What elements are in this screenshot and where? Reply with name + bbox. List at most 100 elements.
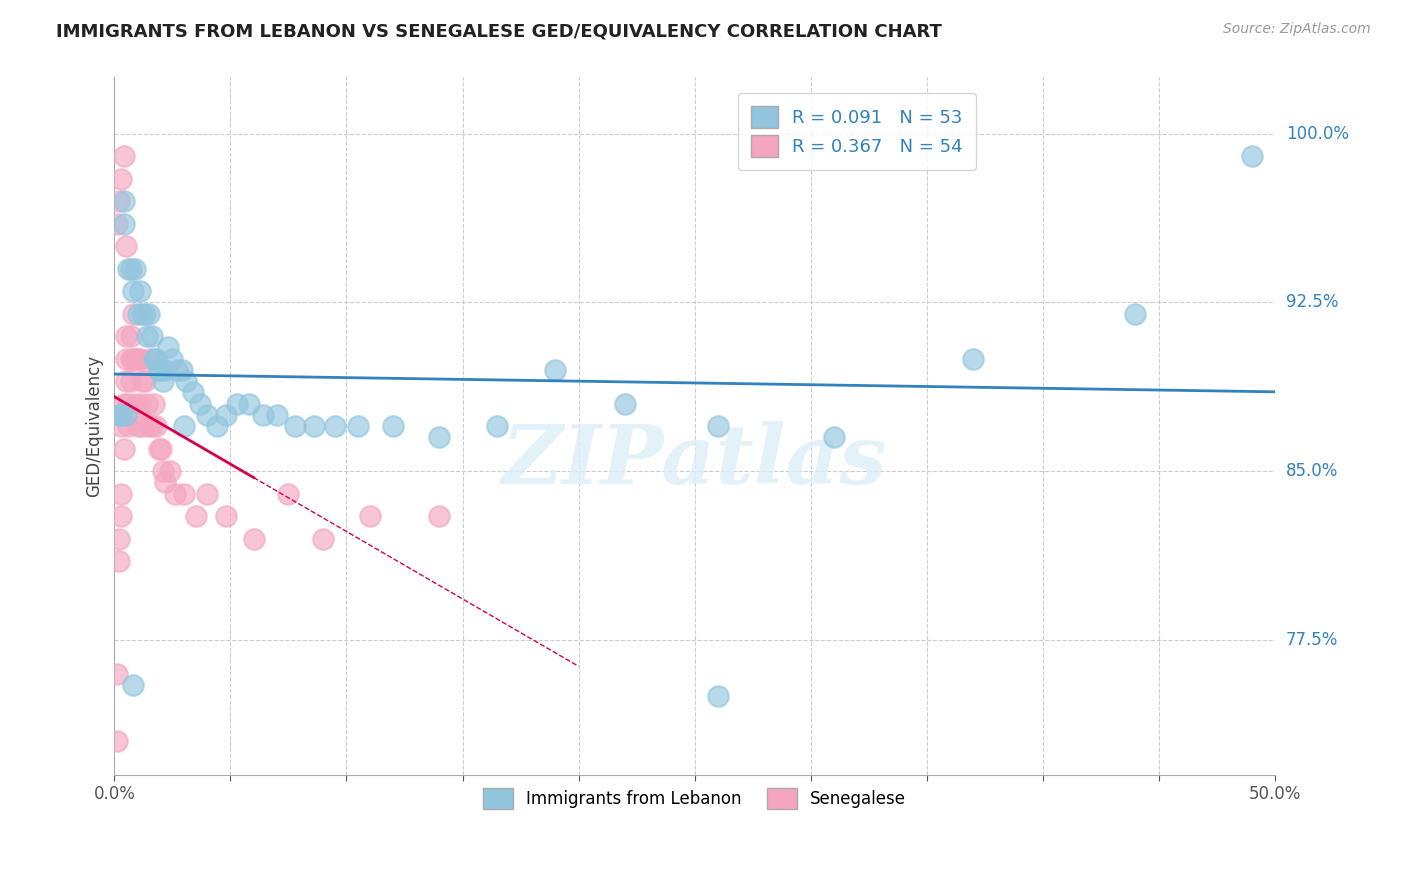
Point <box>122 351 145 366</box>
Y-axis label: GED/Equivalency: GED/Equivalency <box>86 355 103 497</box>
Point <box>242 532 264 546</box>
Point <box>105 734 128 748</box>
Point <box>115 239 138 253</box>
Point <box>110 171 132 186</box>
Point <box>148 442 170 456</box>
Point <box>173 486 195 500</box>
Point <box>238 397 260 411</box>
Text: 85.0%: 85.0% <box>1286 462 1339 480</box>
Point <box>131 374 153 388</box>
Point <box>252 408 274 422</box>
Point <box>152 374 174 388</box>
Point <box>159 464 181 478</box>
Point <box>156 340 179 354</box>
Point <box>359 509 381 524</box>
Point <box>134 307 156 321</box>
Point <box>277 486 299 500</box>
Text: IMMIGRANTS FROM LEBANON VS SENEGALESE GED/EQUIVALENCY CORRELATION CHART: IMMIGRANTS FROM LEBANON VS SENEGALESE GE… <box>56 22 942 40</box>
Point <box>184 509 207 524</box>
Point <box>138 307 160 321</box>
Point <box>120 329 142 343</box>
Point <box>215 509 238 524</box>
Point <box>312 532 335 546</box>
Point <box>170 363 193 377</box>
Text: 100.0%: 100.0% <box>1286 125 1348 143</box>
Point <box>148 363 170 377</box>
Point <box>110 486 132 500</box>
Point <box>122 678 145 692</box>
Point <box>129 397 152 411</box>
Legend: Immigrants from Lebanon, Senegalese: Immigrants from Lebanon, Senegalese <box>477 781 912 815</box>
Point <box>120 351 142 366</box>
Point <box>120 261 142 276</box>
Point <box>108 554 131 568</box>
Text: 77.5%: 77.5% <box>1286 631 1339 648</box>
Point <box>176 374 198 388</box>
Point <box>115 374 138 388</box>
Point <box>284 419 307 434</box>
Point <box>124 261 146 276</box>
Point <box>155 363 177 377</box>
Point <box>117 397 139 411</box>
Point <box>117 419 139 434</box>
Point <box>266 408 288 422</box>
Point <box>131 419 153 434</box>
Point <box>163 486 186 500</box>
Point <box>110 509 132 524</box>
Point <box>162 351 184 366</box>
Point <box>302 419 325 434</box>
Point <box>181 385 204 400</box>
Point <box>131 307 153 321</box>
Point <box>112 397 135 411</box>
Point <box>105 217 128 231</box>
Point <box>142 397 165 411</box>
Point <box>152 464 174 478</box>
Point <box>205 419 228 434</box>
Point <box>381 419 404 434</box>
Point <box>112 194 135 209</box>
Point <box>166 363 188 377</box>
Point <box>138 351 160 366</box>
Point <box>215 408 238 422</box>
Point <box>141 329 163 343</box>
Point <box>323 419 346 434</box>
Point <box>347 419 370 434</box>
Point <box>127 307 149 321</box>
Point <box>707 689 730 703</box>
Point <box>127 351 149 366</box>
Point <box>112 149 135 163</box>
Point <box>138 419 160 434</box>
Point <box>108 408 131 422</box>
Point <box>142 351 165 366</box>
Point <box>195 486 218 500</box>
Point <box>226 397 249 411</box>
Point <box>108 532 131 546</box>
Text: ZIPatlas: ZIPatlas <box>502 421 887 501</box>
Point <box>613 397 636 411</box>
Point <box>823 430 845 444</box>
Point <box>120 374 142 388</box>
Point <box>427 430 450 444</box>
Point <box>124 397 146 411</box>
Point <box>707 419 730 434</box>
Point <box>544 363 567 377</box>
Point <box>427 509 450 524</box>
Point <box>149 442 172 456</box>
Point <box>122 307 145 321</box>
Point <box>1240 149 1263 163</box>
Point <box>145 419 167 434</box>
Point <box>155 475 177 490</box>
Point <box>110 408 132 422</box>
Point <box>105 666 128 681</box>
Point <box>127 419 149 434</box>
Point <box>112 442 135 456</box>
Point <box>129 284 152 298</box>
Point <box>962 351 984 366</box>
Text: Source: ZipAtlas.com: Source: ZipAtlas.com <box>1223 22 1371 37</box>
Point <box>115 351 138 366</box>
Point <box>188 397 211 411</box>
Point <box>149 363 172 377</box>
Point <box>117 261 139 276</box>
Point <box>122 284 145 298</box>
Point <box>129 351 152 366</box>
